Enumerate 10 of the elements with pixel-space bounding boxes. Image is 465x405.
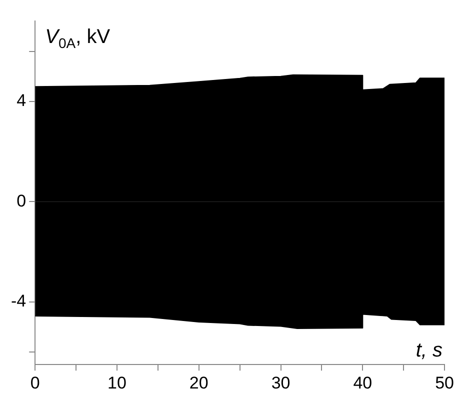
x-tick-label: 0	[30, 373, 40, 392]
x-axis-title: t, s	[416, 340, 443, 362]
y-tick-label: 0	[16, 191, 26, 210]
x-tick-label: 20	[189, 373, 208, 392]
y-tick-label: -4	[10, 292, 26, 311]
x-tick-label: 40	[353, 373, 372, 392]
x-tick-label: 10	[108, 373, 126, 392]
y-tick-label: 4	[16, 91, 26, 110]
x-tick-label: 30	[271, 373, 290, 392]
x-tick-label: 50	[435, 373, 454, 392]
